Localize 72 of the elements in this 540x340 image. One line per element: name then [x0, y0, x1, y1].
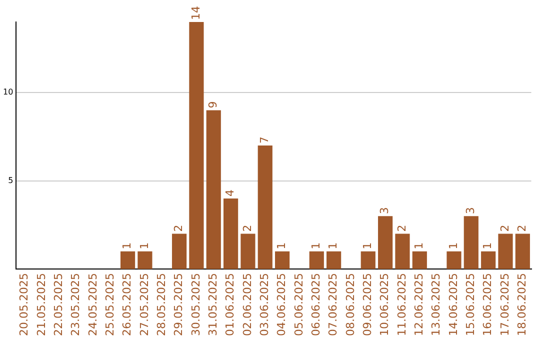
x-tick-label: 02.06.2025: [240, 273, 254, 336]
x-tick-label: 24.05.2025: [86, 273, 100, 336]
bar: [206, 110, 221, 270]
data-label: 2: [172, 224, 186, 232]
x-tick-label: 10.06.2025: [378, 273, 392, 336]
bar: [120, 251, 136, 270]
bar: [378, 216, 393, 270]
x-tick-label: 17.06.2025: [498, 273, 512, 336]
bar: [189, 22, 204, 270]
data-label: 1: [138, 242, 151, 250]
x-tick-label: 27.05.2025: [138, 273, 151, 336]
y-tick-label: 10: [2, 88, 14, 97]
x-tick-label: 01.06.2025: [224, 273, 237, 336]
x-tick-label: 21.05.2025: [34, 273, 48, 336]
x-tick-label: 23.05.2025: [69, 273, 82, 336]
bar: [481, 251, 496, 270]
x-tick-label: 26.05.2025: [120, 273, 134, 336]
bar: [464, 216, 478, 270]
y-tick-label: 5: [8, 176, 14, 185]
data-label: 1: [446, 242, 460, 250]
data-label: 1: [275, 242, 288, 250]
x-tick-label: 09.06.2025: [361, 273, 374, 336]
data-label: 3: [378, 207, 392, 214]
data-label: 2: [395, 224, 408, 232]
data-label: 1: [361, 242, 374, 250]
data-label: 3: [464, 207, 478, 214]
bar: [326, 251, 342, 270]
bar: [395, 234, 410, 270]
bar: [515, 234, 530, 270]
bar: [446, 251, 462, 270]
x-tick-label: 15.06.2025: [464, 273, 478, 336]
x-tick-label: 03.06.2025: [258, 273, 271, 336]
x-tick-label: 13.06.2025: [430, 273, 443, 336]
data-label: 1: [481, 242, 494, 250]
x-tick-label: 07.06.2025: [326, 273, 340, 336]
x-tick-label: 14.06.2025: [446, 273, 460, 336]
x-tick-label: 04.06.2025: [275, 273, 288, 336]
x-tick-label: 05.06.2025: [292, 273, 306, 336]
data-label: 7: [258, 136, 271, 144]
bar: [412, 251, 427, 270]
bar: [258, 146, 272, 270]
x-tick-label: 08.06.2025: [344, 273, 357, 336]
data-label: 2: [240, 224, 254, 232]
data-label: 9: [206, 101, 220, 108]
x-tick-label: 29.05.2025: [172, 273, 186, 336]
x-tick-label: 20.05.2025: [18, 273, 31, 336]
x-tick-label: 22.05.2025: [52, 273, 65, 336]
bar: [138, 251, 152, 270]
bar: [360, 251, 376, 270]
bar: [275, 251, 290, 270]
bar: [172, 234, 187, 270]
x-tick-label: 11.06.2025: [395, 273, 408, 336]
bar: [309, 251, 324, 270]
bar: [498, 234, 513, 270]
data-label: 1: [326, 242, 340, 250]
x-tick-label: 16.06.2025: [481, 273, 494, 336]
data-label: 1: [309, 242, 322, 250]
bar: [240, 234, 256, 270]
x-tick-label: 12.06.2025: [412, 273, 426, 336]
data-label: 1: [412, 242, 426, 250]
bar: [223, 198, 238, 270]
data-label: 2: [498, 224, 512, 232]
x-tick-label: 31.05.2025: [206, 273, 220, 336]
x-tick-label: 30.05.2025: [189, 273, 202, 336]
x-tick-label: 25.05.2025: [103, 273, 116, 336]
x-tick-label: 06.06.2025: [309, 273, 322, 336]
data-label: 14: [189, 6, 202, 20]
x-tick-label: 28.05.2025: [154, 273, 168, 336]
data-label: 4: [224, 189, 237, 196]
data-label: 2: [516, 224, 529, 232]
x-tick-label: 18.06.2025: [516, 273, 529, 336]
data-label: 1: [120, 242, 134, 250]
